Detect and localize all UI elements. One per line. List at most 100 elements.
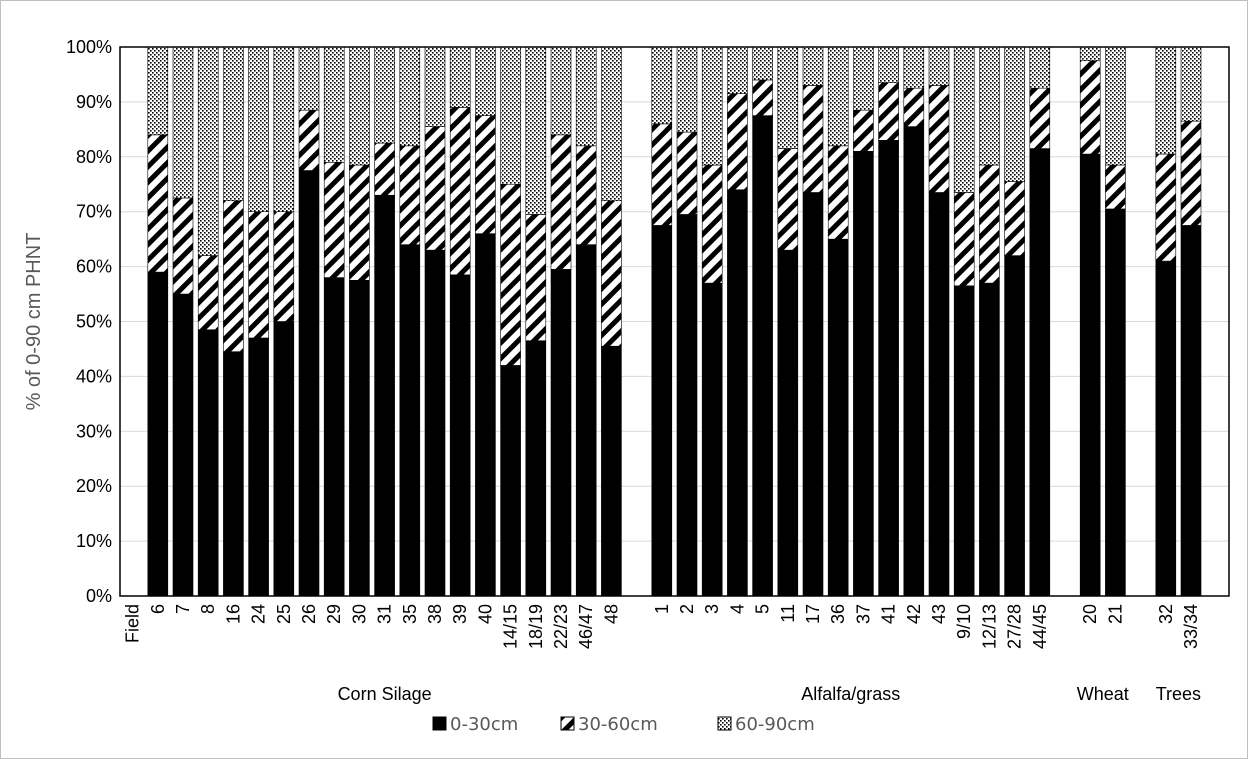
bar-segment-0-30cm xyxy=(1156,261,1176,596)
bar-segment-60-90cm xyxy=(551,47,571,135)
x-tick-label: 38 xyxy=(425,604,445,624)
y-tick-label: 0% xyxy=(86,586,112,606)
y-tick-label: 20% xyxy=(76,476,112,496)
x-tick-label: 29 xyxy=(324,604,344,624)
bar-segment-30-60cm xyxy=(173,198,193,294)
bar-segment-60-90cm xyxy=(501,47,521,184)
bar-segment-30-60cm xyxy=(1181,121,1201,225)
bar-segment-0-30cm xyxy=(1030,149,1050,596)
bar-segment-0-30cm xyxy=(1181,225,1201,596)
bar-segment-60-90cm xyxy=(1030,47,1050,88)
bar-segment-60-90cm xyxy=(904,47,924,88)
x-tick-label: 9/10 xyxy=(954,604,974,639)
bar-segment-0-30cm xyxy=(501,365,521,596)
legend-swatch xyxy=(561,717,574,730)
bar-segment-0-30cm xyxy=(879,140,899,596)
legend-label: 0-30cm xyxy=(450,714,518,735)
bar-segment-30-60cm xyxy=(879,83,899,141)
bar-segment-60-90cm xyxy=(223,47,243,201)
bar-segment-30-60cm xyxy=(601,201,621,346)
bar-segment-0-30cm xyxy=(576,245,596,596)
x-tick-label: 3 xyxy=(702,604,722,614)
bar-segment-60-90cm xyxy=(576,47,596,146)
bar-segment-30-60cm xyxy=(148,135,168,272)
bar-segment-0-30cm xyxy=(778,250,798,596)
bar-segment-30-60cm xyxy=(1105,165,1125,209)
bar-segment-0-30cm xyxy=(1080,154,1100,596)
x-tick-label: 14/15 xyxy=(501,604,521,649)
bar-segment-30-60cm xyxy=(400,146,420,245)
bar-segment-30-60cm xyxy=(1005,182,1025,256)
bar-segment-60-90cm xyxy=(1181,47,1201,121)
y-tick-label: 40% xyxy=(76,366,112,386)
x-tick-label: 2 xyxy=(677,604,697,614)
group-label: Alfalfa/grass xyxy=(801,684,900,704)
legend-label: 30-60cm xyxy=(578,714,658,735)
bar-segment-60-90cm xyxy=(727,47,747,94)
bar-segment-60-90cm xyxy=(299,47,319,110)
bar-segment-30-60cm xyxy=(803,85,823,192)
x-tick-label: 37 xyxy=(853,604,873,624)
y-tick-label: 10% xyxy=(76,531,112,551)
bar-segment-60-90cm xyxy=(702,47,722,165)
bar-segment-30-60cm xyxy=(475,116,495,234)
bar-segment-0-30cm xyxy=(223,352,243,596)
bar-segment-30-60cm xyxy=(727,94,747,190)
bar-segment-30-60cm xyxy=(249,212,269,338)
x-tick-label: 32 xyxy=(1156,604,1176,624)
bar-segment-0-30cm xyxy=(173,294,193,596)
bar-segment-60-90cm xyxy=(677,47,697,132)
group-label: Corn Silage xyxy=(338,684,432,704)
bar-segment-0-30cm xyxy=(324,278,344,596)
y-axis-ticks: 0%10%20%30%40%50%60%70%80%90%100% xyxy=(66,37,112,606)
y-tick-label: 60% xyxy=(76,257,112,277)
bar-segment-60-90cm xyxy=(1156,47,1176,154)
bar-segment-60-90cm xyxy=(173,47,193,198)
bar-segment-60-90cm xyxy=(778,47,798,149)
bar-segment-0-30cm xyxy=(929,192,949,596)
x-tick-label: 35 xyxy=(400,604,420,624)
bar-segment-0-30cm xyxy=(979,283,999,596)
bar-segment-60-90cm xyxy=(853,47,873,110)
x-tick-label: 41 xyxy=(879,604,899,624)
bar-segment-0-30cm xyxy=(1105,209,1125,596)
bar-segment-0-30cm xyxy=(375,195,395,596)
bar-segment-0-30cm xyxy=(299,171,319,596)
bar-segment-60-90cm xyxy=(450,47,470,107)
x-tick-label: 31 xyxy=(375,604,395,624)
bar-segment-0-30cm xyxy=(425,250,445,596)
x-tick-label: 18/19 xyxy=(526,604,546,649)
bar-segment-60-90cm xyxy=(652,47,672,124)
bar-segment-30-60cm xyxy=(702,165,722,283)
legend-swatch xyxy=(433,717,446,730)
bar-segment-30-60cm xyxy=(576,146,596,245)
y-tick-label: 50% xyxy=(76,312,112,332)
bar-segment-0-30cm xyxy=(450,275,470,596)
bar-segment-60-90cm xyxy=(1005,47,1025,182)
x-tick-label: 48 xyxy=(601,604,621,624)
x-tick-label: 46/47 xyxy=(576,604,596,649)
bar-segment-0-30cm xyxy=(652,225,672,596)
y-tick-label: 30% xyxy=(76,421,112,441)
bar-segment-30-60cm xyxy=(954,192,974,285)
bar-segment-0-30cm xyxy=(551,269,571,596)
x-tick-label: 11 xyxy=(778,604,798,623)
legend-label: 60-90cm xyxy=(735,714,815,735)
bar-segment-60-90cm xyxy=(249,47,269,212)
bar-segment-30-60cm xyxy=(652,124,672,226)
bar-segment-60-90cm xyxy=(929,47,949,85)
x-tick-label: 6 xyxy=(148,604,168,614)
bar-segment-30-60cm xyxy=(501,184,521,365)
bar-segment-30-60cm xyxy=(677,132,697,214)
x-tick-label: 40 xyxy=(475,604,495,624)
bar-segment-0-30cm xyxy=(828,239,848,596)
x-tick-label: 43 xyxy=(929,604,949,624)
bar-segment-60-90cm xyxy=(349,47,369,165)
x-tick-label: 20 xyxy=(1080,604,1100,624)
bar-segment-0-30cm xyxy=(526,341,546,596)
bar-segment-30-60cm xyxy=(299,110,319,170)
bar-segment-30-60cm xyxy=(198,256,218,330)
bar-segment-0-30cm xyxy=(249,338,269,596)
bar-segment-0-30cm xyxy=(677,214,697,596)
